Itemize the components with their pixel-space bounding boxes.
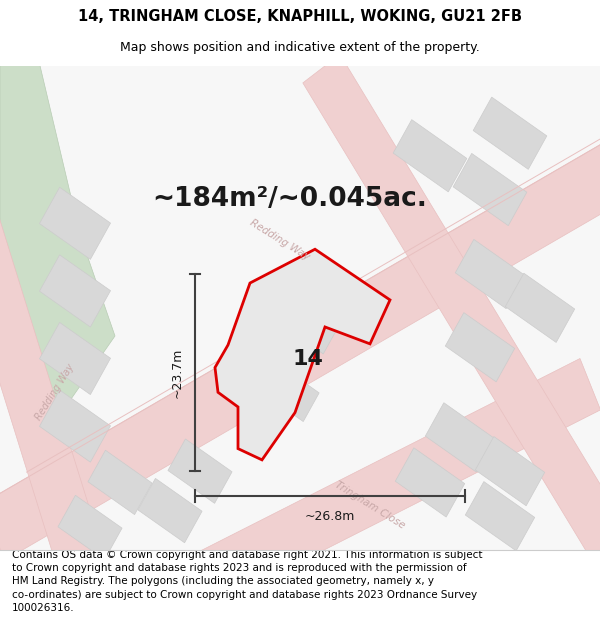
Polygon shape [425,402,495,472]
Polygon shape [0,66,600,550]
Text: ~23.7m: ~23.7m [170,348,184,398]
Polygon shape [40,188,110,259]
Text: Redding Way: Redding Way [34,362,76,423]
Text: 14, TRINGHAM CLOSE, KNAPHILL, WOKING, GU21 2FB: 14, TRINGHAM CLOSE, KNAPHILL, WOKING, GU… [78,9,522,24]
Polygon shape [88,450,152,514]
Text: Tringham Close: Tringham Close [333,479,407,531]
Polygon shape [261,363,319,421]
Text: ~26.8m: ~26.8m [305,510,355,522]
Polygon shape [40,390,110,462]
Polygon shape [395,448,465,517]
Text: Redding Way: Redding Way [248,218,311,262]
Polygon shape [303,54,600,579]
Polygon shape [465,482,535,551]
Text: 14: 14 [293,349,323,369]
Polygon shape [393,119,467,192]
Text: ~184m²/~0.045ac.: ~184m²/~0.045ac. [152,186,427,211]
Polygon shape [168,439,232,503]
Polygon shape [505,273,575,342]
Polygon shape [215,249,390,460]
Polygon shape [0,359,600,625]
Polygon shape [0,133,600,560]
Polygon shape [455,239,525,309]
Polygon shape [138,478,202,542]
Polygon shape [58,495,122,559]
Text: Contains OS data © Crown copyright and database right 2021. This information is : Contains OS data © Crown copyright and d… [12,550,482,612]
Text: Map shows position and indicative extent of the property.: Map shows position and indicative extent… [120,41,480,54]
Polygon shape [40,322,110,394]
Polygon shape [445,312,515,382]
Polygon shape [0,156,120,624]
Polygon shape [475,436,545,506]
Polygon shape [0,66,115,415]
Polygon shape [473,97,547,169]
Polygon shape [40,255,110,327]
Polygon shape [281,296,339,354]
Polygon shape [453,153,527,226]
